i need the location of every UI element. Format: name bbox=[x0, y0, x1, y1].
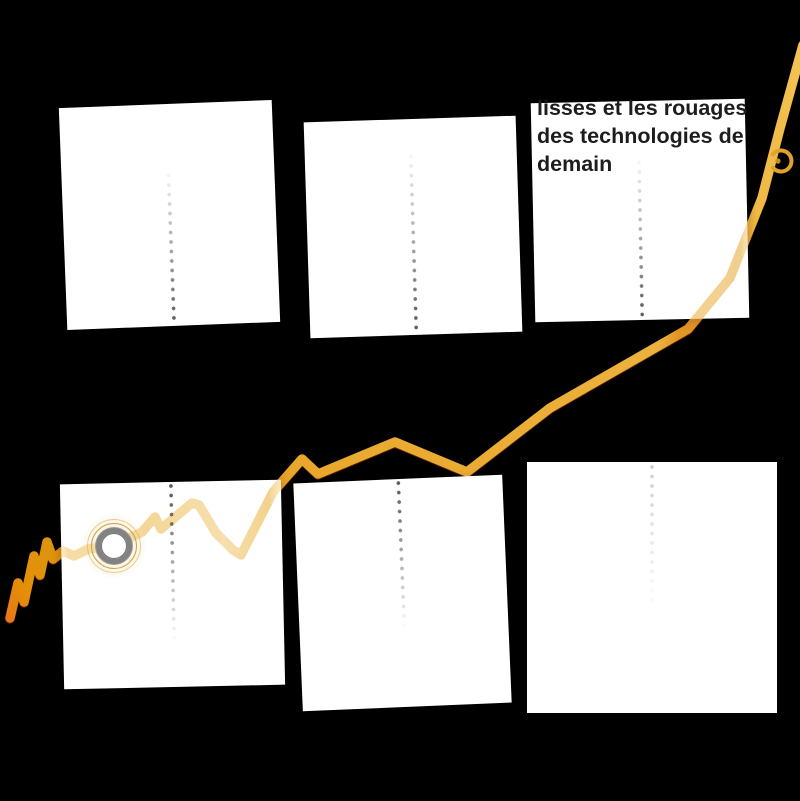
dotted-divider bbox=[650, 465, 654, 615]
marker-halo-inner bbox=[91, 523, 137, 569]
card-bottom-right[interactable] bbox=[527, 462, 777, 713]
headline-line-2: des technologies de bbox=[537, 124, 744, 148]
headline-line-1: lisses et les rouages bbox=[537, 96, 748, 120]
marker-halo-outer bbox=[87, 519, 141, 573]
headline-line-3: demain bbox=[537, 152, 613, 176]
trend-line-overlay-path bbox=[5, 41, 800, 623]
headline: lisses et les rouages des technologies d… bbox=[537, 94, 747, 178]
marker-ring bbox=[96, 528, 132, 564]
